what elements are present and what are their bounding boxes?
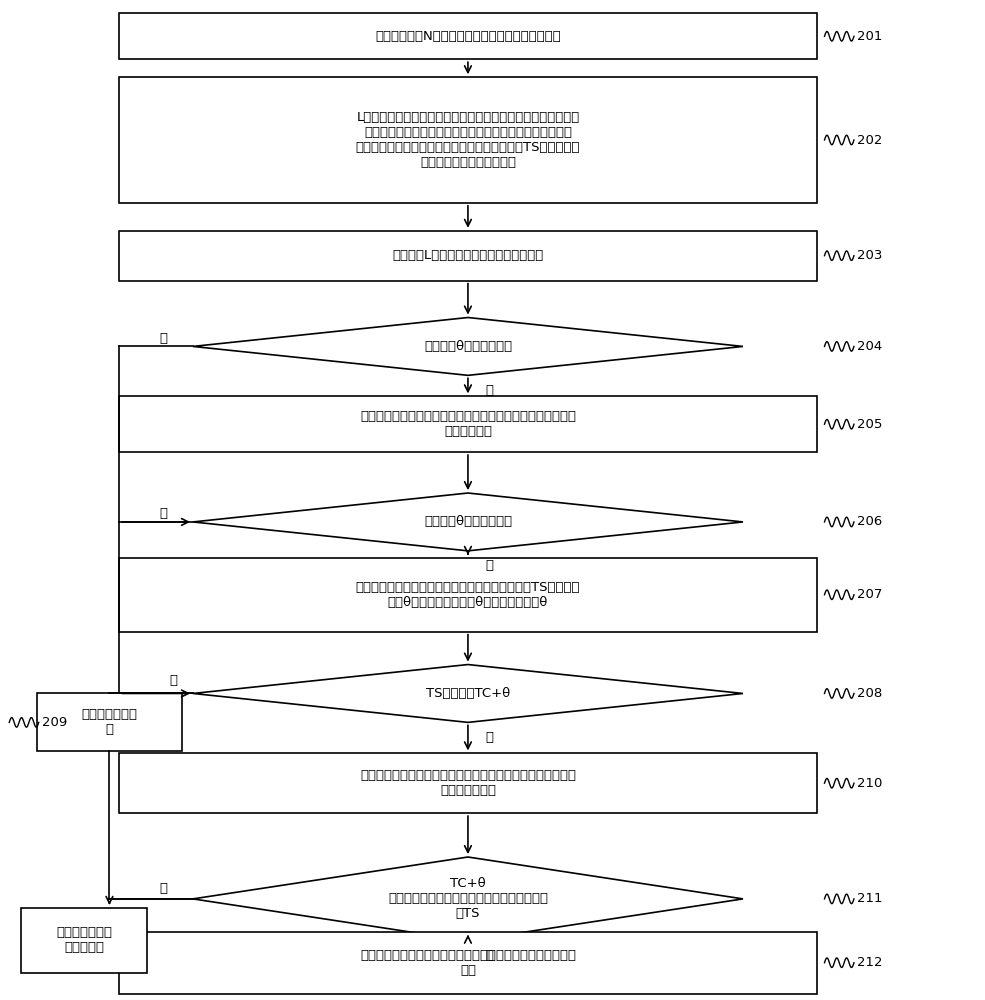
Text: 否: 否 — [169, 674, 177, 687]
FancyBboxPatch shape — [36, 693, 182, 751]
Text: TS是否大于TC+θ: TS是否大于TC+θ — [426, 687, 510, 700]
Text: 客户端依次对该某一个播放队列中的数据包进行解压、解码、
播放: 客户端依次对该某一个播放队列中的数据包进行解压、解码、 播放 — [360, 949, 576, 977]
FancyBboxPatch shape — [119, 753, 817, 813]
FancyBboxPatch shape — [119, 932, 817, 994]
Text: 不执行本实施例
的后续流程: 不执行本实施例 的后续流程 — [56, 926, 112, 954]
Text: 客户端根据多个缓冲区中第一个数据包上的时间戳TS获取时间
变量θ値，并将时间变量θ値赋予时间变量θ: 客户端根据多个缓冲区中第一个数据包上的时间戳TS获取时间 变量θ値，并将时间变量… — [356, 581, 580, 609]
FancyBboxPatch shape — [119, 77, 817, 203]
Text: 客户端将数据包保存到传输数据包的流媒体通道对应的缓冲区
中的相应位置: 客户端将数据包保存到传输数据包的流媒体通道对应的缓冲区 中的相应位置 — [360, 410, 576, 438]
Text: 是: 是 — [486, 949, 493, 962]
Polygon shape — [193, 665, 743, 722]
Polygon shape — [193, 318, 743, 375]
Text: 210: 210 — [857, 777, 883, 790]
Text: L个传输处理单元中的每一个传输处理单元，对流媒体节目进行
多角度拍摄采集、编码，得到流媒体文件并压缩成多个数据
包，按照先后顺序对多个数据包分别标记时间戳TS后: L个传输处理单元中的每一个传输处理单元，对流媒体节目进行 多角度拍摄采集、编码，… — [356, 111, 580, 169]
Text: 客户端将数据包保存到传输该数据包的流媒体通道对应的缓冲
区中的相应位置: 客户端将数据包保存到传输该数据包的流媒体通道对应的缓冲 区中的相应位置 — [360, 769, 576, 797]
Polygon shape — [193, 857, 743, 941]
Text: 是: 是 — [486, 731, 493, 744]
Text: TC+θ
是否达到各播放队列中第一个数据包上的时间
戳TS: TC+θ 是否达到各播放队列中第一个数据包上的时间 戳TS — [388, 877, 548, 920]
Text: 否: 否 — [160, 507, 167, 520]
Text: 206: 206 — [857, 515, 883, 528]
Text: 204: 204 — [857, 340, 883, 353]
Text: 203: 203 — [857, 249, 883, 262]
FancyBboxPatch shape — [119, 396, 817, 452]
FancyBboxPatch shape — [21, 908, 147, 973]
FancyBboxPatch shape — [119, 13, 817, 59]
Text: 205: 205 — [857, 418, 883, 431]
Text: 客户端分别向N个流媒体服务器发送流媒体获取请求: 客户端分别向N个流媒体服务器发送流媒体获取请求 — [375, 30, 560, 43]
Text: 否: 否 — [486, 384, 493, 397]
FancyBboxPatch shape — [119, 558, 817, 632]
Text: 是: 是 — [160, 332, 167, 345]
Text: 208: 208 — [857, 687, 883, 700]
Text: 否: 否 — [160, 882, 167, 895]
Polygon shape — [193, 493, 743, 551]
Text: 211: 211 — [857, 892, 883, 905]
Text: 209: 209 — [41, 716, 67, 729]
Text: 201: 201 — [857, 30, 883, 43]
FancyBboxPatch shape — [119, 231, 817, 281]
Text: 时间变量θ是否为非空値: 时间变量θ是否为非空値 — [424, 340, 512, 353]
Text: 202: 202 — [857, 134, 883, 147]
Text: 客户端在L个流媒体通道上分别接收数据包: 客户端在L个流媒体通道上分别接收数据包 — [392, 249, 544, 262]
Text: 客户端丢弃数据
包: 客户端丢弃数据 包 — [82, 708, 138, 736]
Text: 时间变量θ是否为非空値: 时间变量θ是否为非空値 — [424, 515, 512, 528]
Text: 207: 207 — [857, 588, 883, 601]
Text: 是: 是 — [486, 559, 493, 572]
Text: 212: 212 — [857, 956, 883, 969]
